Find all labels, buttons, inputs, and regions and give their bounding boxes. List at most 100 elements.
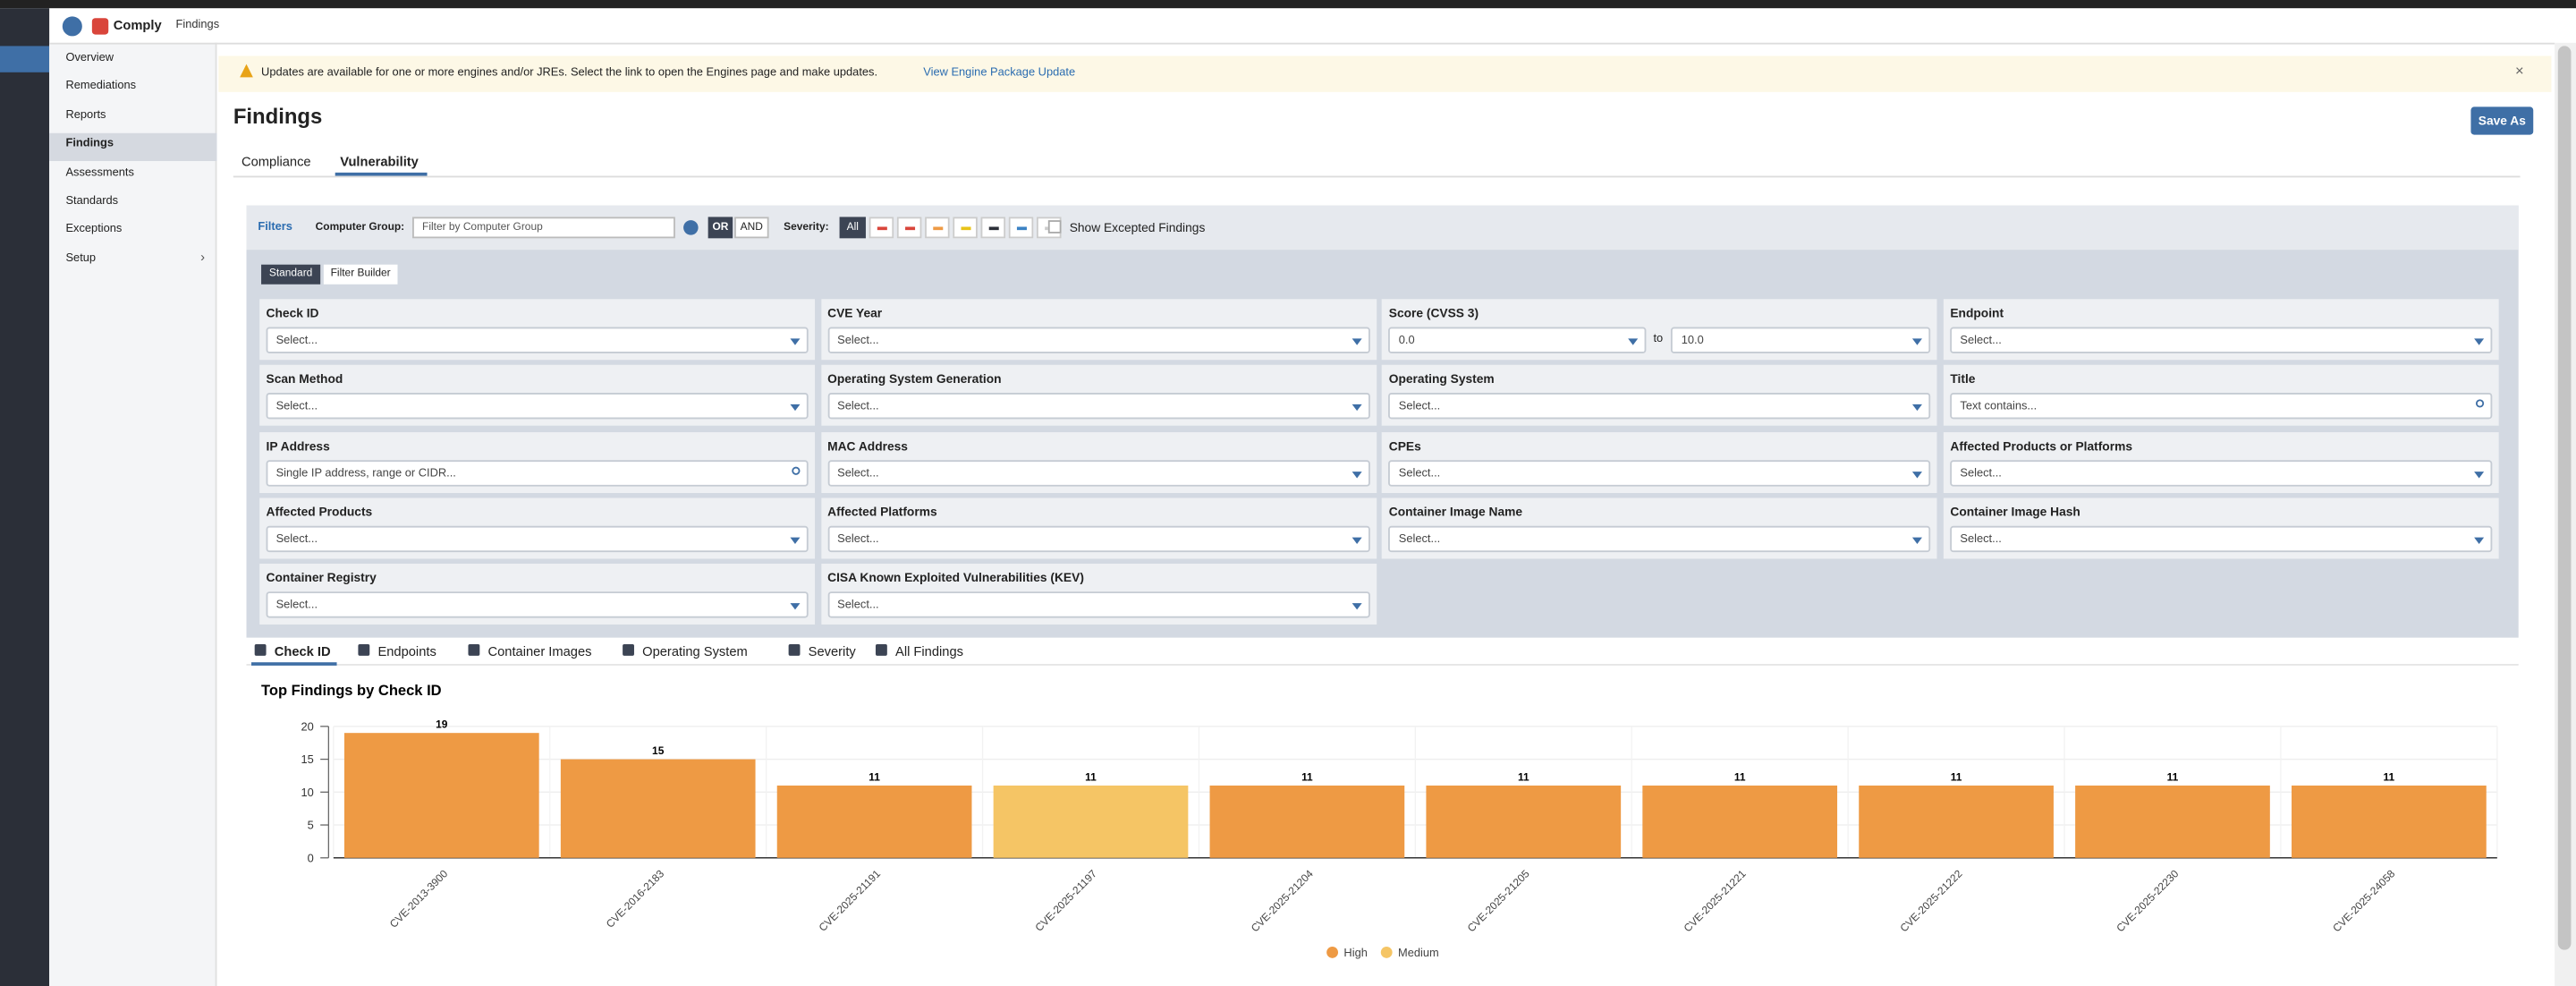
or-button[interactable]: OR [708,217,733,239]
severity-button[interactable] [869,217,894,239]
nav-item[interactable]: Standards [65,195,119,208]
banner-link[interactable]: View Engine Package Update [923,67,1076,80]
page-tab[interactable]: Compliance [241,154,311,170]
save-button[interactable]: Save As [2470,106,2534,135]
field: Operating System Select... [1382,365,1938,427]
field: Scan Method Select... [259,365,816,427]
field: CPEs Select... [1382,431,1938,493]
bar-value-label: 11 [2384,770,2395,783]
field: Affected Platforms Select... [820,497,1377,559]
view-tab[interactable]: Endpoints [377,643,436,659]
field-input[interactable]: Text contains... [1950,393,2493,420]
nav-item[interactable]: Exceptions [65,224,123,236]
field-input[interactable]: Select... [1388,459,1931,486]
field-input[interactable]: Select... [1950,525,2493,552]
scroll-thumb[interactable] [2557,46,2572,950]
field-value: Select... [837,335,879,347]
severity-button[interactable] [1008,217,1034,239]
legend-label: High [1343,946,1367,959]
field-input[interactable]: Select... [1388,525,1931,552]
chart-title: Top Findings by Check ID [261,682,442,699]
field-value: Single IP address, range or CIDR... [275,467,456,480]
x-tick-label: CVE-2016-2183 [604,867,667,931]
field-value: Select... [1960,533,2002,546]
nav-item[interactable]: Remediations [65,81,137,93]
dropdown-arrow [790,338,801,345]
field-value: Select... [837,467,879,480]
header-border [49,42,2555,45]
field-input[interactable]: Single IP address, range or CIDR... [266,459,809,486]
nav-item[interactable]: Reports [65,109,106,122]
dropdown-arrow [790,603,801,610]
dropdown-arrow [1912,471,1923,478]
product-icon [91,18,109,35]
field-input[interactable]: Select... [827,525,1370,552]
bar [560,759,756,858]
severity-button[interactable] [925,217,950,239]
and-button[interactable]: AND [734,217,769,239]
severity-button[interactable] [980,217,1006,239]
page-tab[interactable]: Vulnerability [340,154,419,170]
excepted-label: Show Excepted Findings [1069,220,1206,235]
severity-button[interactable] [896,217,922,239]
bar-value-label: 11 [2167,770,2179,783]
view-tab[interactable]: All Findings [895,643,963,659]
severity-all[interactable]: All [839,217,866,239]
field-input[interactable]: Select... [1950,459,2493,486]
nav-item[interactable]: Findings [65,138,114,150]
y-tick-label: 0 [308,851,314,864]
excepted-checkbox[interactable] [1047,220,1062,234]
rail-active [0,46,50,72]
view-tab-icon [623,643,634,656]
field-label: Container Image Hash [1950,504,2080,520]
field-input[interactable]: Select... [266,525,809,552]
view-tab[interactable]: Container Images [487,643,592,659]
field: IP Address Single IP address, range or CI… [259,431,816,493]
y-tick-label: 15 [301,752,314,766]
dropdown-arrow [1352,338,1362,345]
nav-item[interactable]: Overview [65,52,114,64]
field-input[interactable]: Select... [266,591,809,618]
nav-item[interactable]: Setup [65,252,97,265]
view-tab[interactable]: Check ID [274,643,331,659]
view-tab[interactable]: Severity [808,643,856,659]
field-input[interactable]: Select... [1388,393,1931,420]
severity-button[interactable] [953,217,978,239]
view-tab-icon [788,643,801,656]
group-label: Computer Group: [315,221,405,234]
group-select[interactable]: Filter by Computer Group [412,217,675,239]
mode-button[interactable]: Standard [261,264,321,285]
x-tick-label: CVE-2025-21221 [1682,867,1749,934]
view-tab[interactable]: Operating System [642,643,748,659]
banner-close[interactable]: × [2515,62,2524,80]
field-input[interactable]: 10.0 [1671,327,1931,353]
field-input[interactable]: Select... [827,591,1370,618]
range-to: to [1653,333,1664,345]
field: Operating System Generation Select... [820,365,1377,427]
filters-toggle[interactable]: Filters [258,221,292,234]
field: Check ID Select... [259,299,816,361]
y-tick-label: 20 [301,719,314,733]
field-input[interactable]: Select... [1950,327,2493,353]
nav-item[interactable]: Assessments [65,166,134,179]
field-label: CISA Known Exploited Vulnerabilities (KE… [827,570,1084,586]
mode-button[interactable]: Filter Builder [323,264,398,285]
field-value: Select... [1398,533,1441,546]
field-value: Select... [837,599,879,612]
dropdown-arrow [790,537,801,544]
field-input[interactable]: Select... [266,393,809,420]
field-label: Affected Platforms [827,504,937,520]
field-input[interactable]: Select... [827,459,1370,486]
field: Container Registry Select... [259,564,816,625]
nav-panel [49,42,217,986]
view-tab-underline [251,662,337,666]
field-input[interactable]: Select... [827,393,1370,420]
view-tab-icon [358,643,370,656]
field-input[interactable]: 0.0 [1388,327,1648,353]
bar [343,733,539,858]
field-input[interactable]: Select... [266,327,809,353]
dropdown-arrow [1352,603,1362,610]
field-input[interactable]: Select... [827,327,1370,353]
breadcrumb: Findings [175,20,220,31]
